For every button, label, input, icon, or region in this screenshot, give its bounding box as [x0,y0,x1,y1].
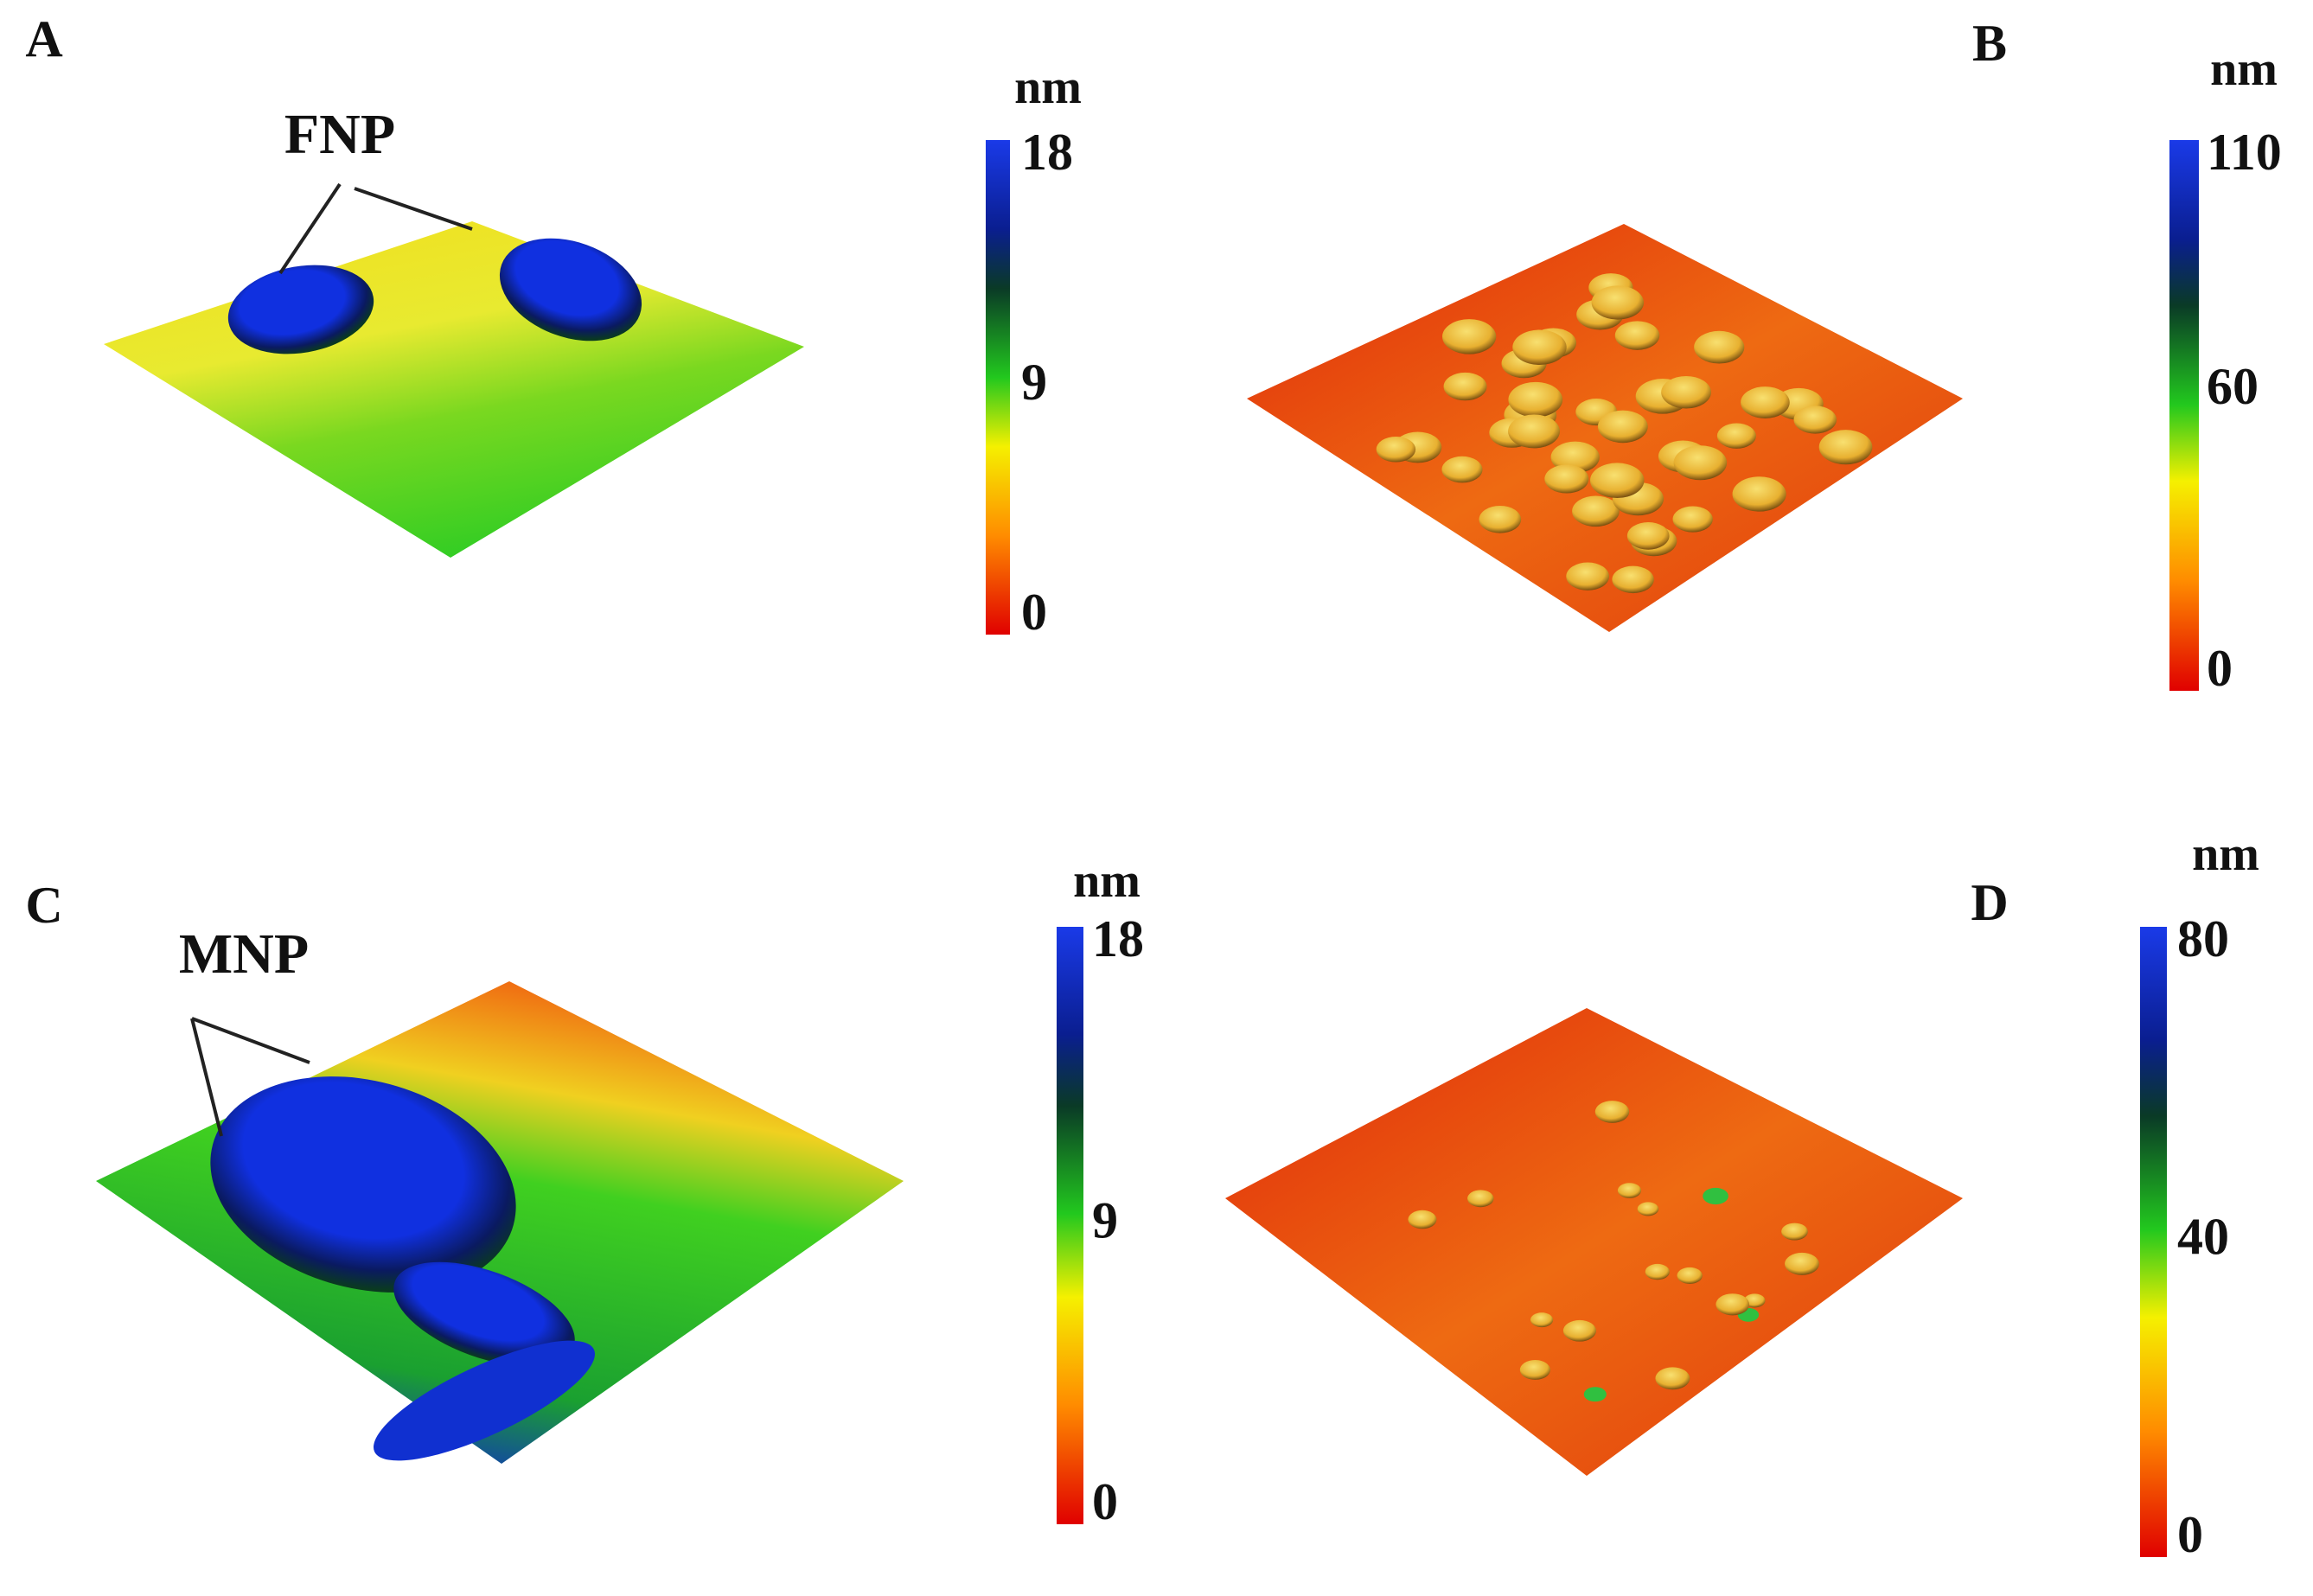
afm-panel: Dnm 0 40 80 [1225,827,2259,1563]
particle [1741,386,1790,418]
particle [1583,1387,1607,1402]
colorbar [986,140,1010,635]
particle [1508,381,1563,418]
particle [1694,330,1745,364]
particle [1614,321,1660,350]
particle [1376,436,1416,463]
particle [1597,410,1648,444]
pointer-line [190,1018,223,1137]
colorbar-tick-label: 18 [1092,910,1144,967]
nanoparticle [227,265,374,354]
pointer-line [278,182,342,275]
particle [1467,1190,1494,1208]
colorbar-tick-label: 110 [2207,124,2282,181]
particle [1743,1293,1766,1308]
nanoparticle [393,1261,575,1367]
annotation: FNP [284,103,395,166]
particle [1672,506,1713,533]
afm-surface [1225,1008,1963,1476]
panel-label: B [1972,15,2007,72]
colorbar-tick-label: 80 [2177,910,2229,967]
colorbar-unit: nm [1073,854,1141,908]
particle [1703,1187,1728,1205]
particle [1442,319,1497,354]
particle [1793,405,1837,434]
colorbar-tick-label: 60 [2207,358,2259,415]
panel-label: A [25,10,62,67]
particle [1781,1223,1808,1241]
annotation: MNP [179,922,309,986]
colorbar-tick-label: 0 [2207,640,2233,697]
colorbar-tick-label: 40 [2177,1208,2229,1265]
colorbar-tick-label: 9 [1021,354,1047,411]
particle [1590,463,1645,499]
particle [1530,1312,1554,1328]
particle [1673,445,1728,481]
particle [1626,522,1670,550]
particle [1617,1183,1642,1198]
particle [1508,414,1560,449]
particle [1519,1360,1551,1380]
afm-panel: A FNP nm 0 9 18 [25,10,1082,641]
afm-panel: C MNP nm 0 9 18 [25,854,1144,1530]
colorbar-tick-label: 0 [2177,1506,2203,1563]
particle [1441,456,1483,483]
particle [1716,1293,1750,1316]
particle [1818,430,1873,465]
particle [1716,423,1756,449]
colorbar-tick-label: 0 [1092,1473,1118,1530]
nanoparticle [373,1340,596,1461]
particle [1443,372,1487,401]
particle [1408,1210,1437,1229]
colorbar-unit: nm [1014,61,1082,114]
afm-surface [104,221,804,558]
particle [1544,464,1589,494]
colorbar [2169,140,2199,691]
particle [1479,505,1522,533]
particle [1732,476,1786,512]
particle [1572,495,1620,527]
colorbar-tick-label: 18 [1021,124,1073,181]
pointer-line [354,187,473,231]
nanoparticle [499,238,642,342]
particle [1512,329,1567,366]
particle [1591,285,1645,320]
colorbar-tick-label: 9 [1092,1191,1118,1248]
colorbar [2140,927,2167,1557]
pointer-line [191,1017,310,1064]
particle [1645,1263,1670,1280]
colorbar-unit: nm [2210,42,2278,96]
particle [1566,562,1610,591]
panel-label: D [1971,874,2008,931]
particle [1661,375,1711,409]
particle [1594,1101,1630,1123]
colorbar [1057,927,1083,1524]
colorbar-tick-label: 0 [1021,584,1047,641]
panel-label: C [25,877,62,934]
particle [1637,1202,1659,1216]
nanoparticle [210,1076,516,1293]
particle [1562,1319,1596,1342]
particle [1677,1267,1703,1284]
colorbar-unit: nm [2192,827,2259,881]
particle [1785,1252,1819,1275]
particle [1612,565,1654,594]
particle [1655,1367,1690,1390]
